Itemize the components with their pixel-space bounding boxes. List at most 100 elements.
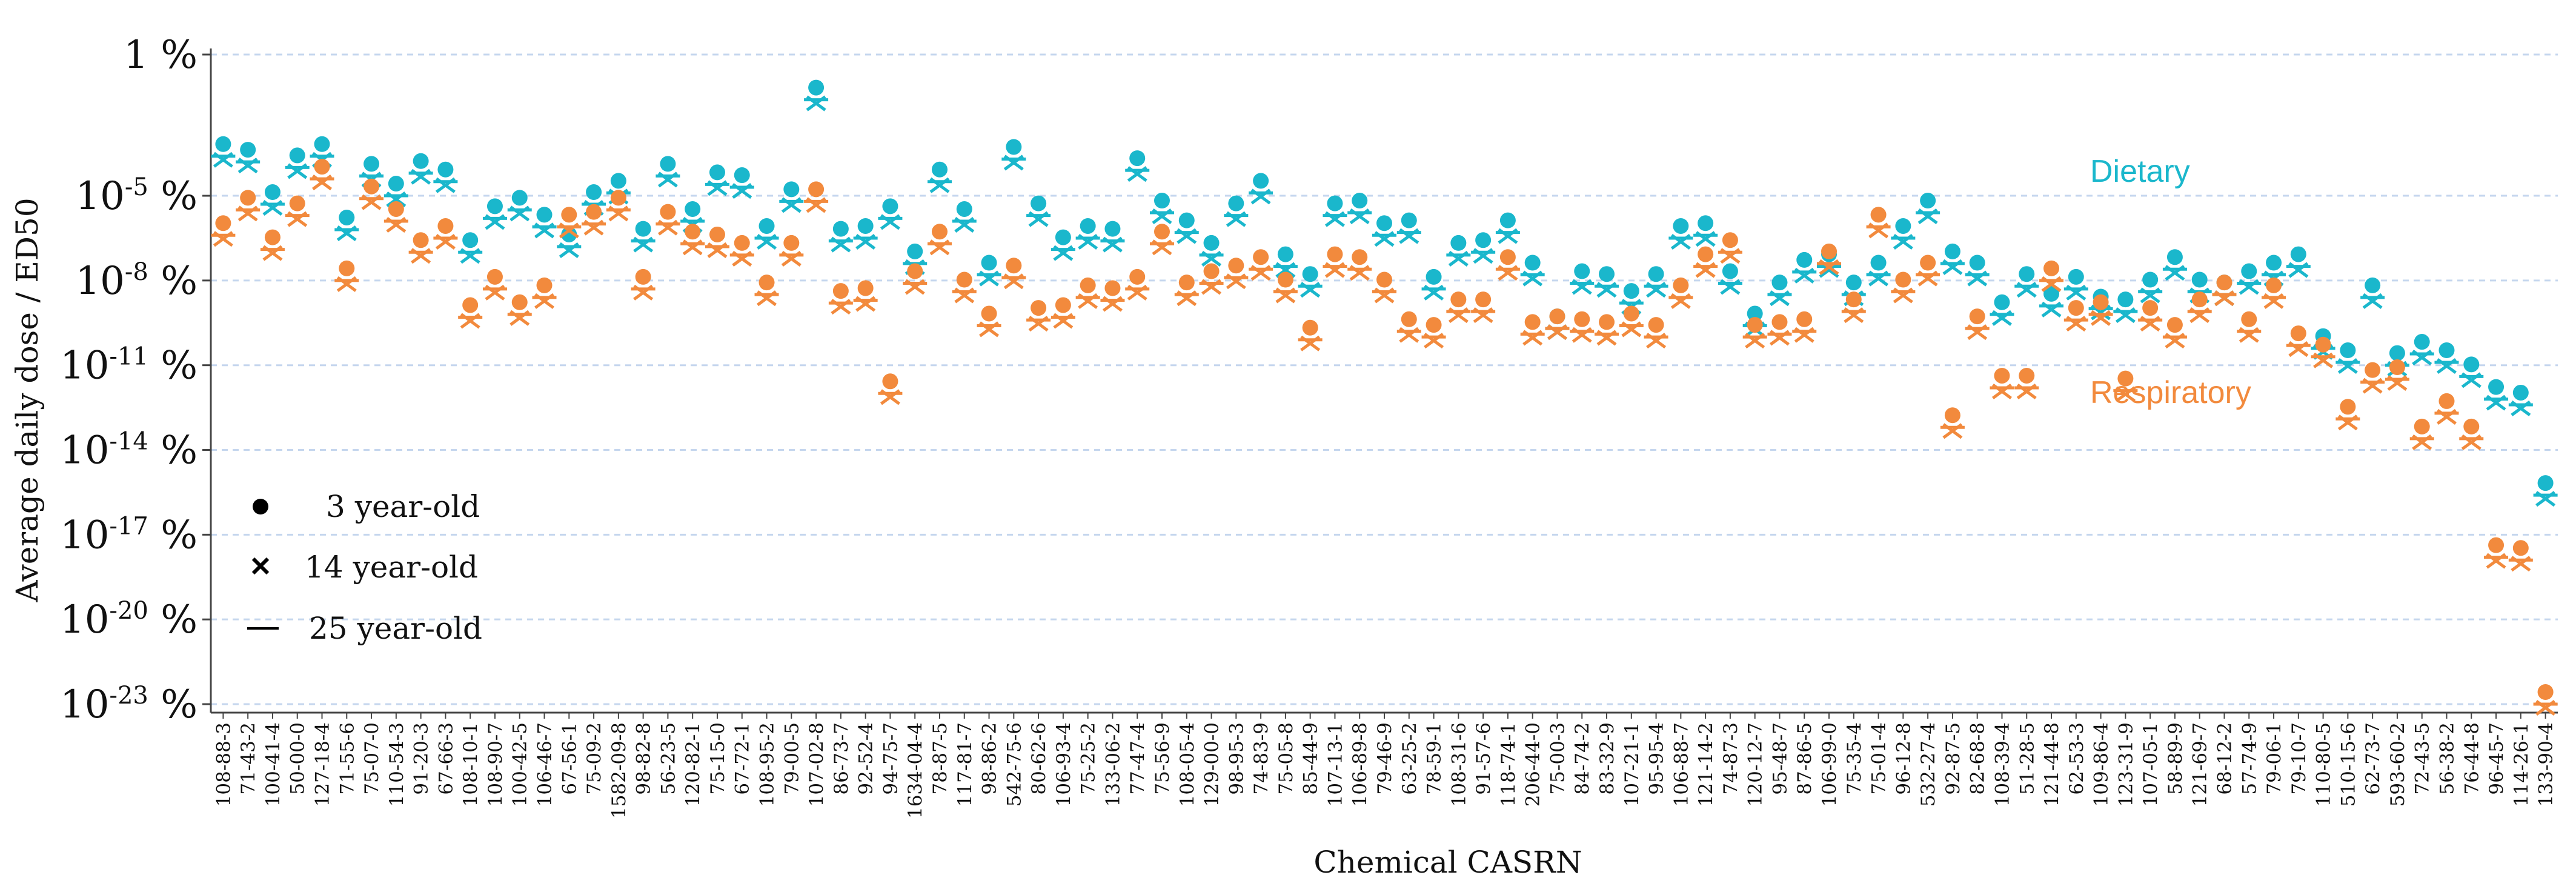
marker-3y-respiratory (610, 190, 626, 206)
point-dietary (557, 226, 582, 258)
marker-14y-dietary (2437, 358, 2457, 374)
point-dietary (1644, 266, 1668, 298)
point-respiratory (1990, 367, 2014, 399)
point-respiratory (1298, 319, 1323, 351)
marker-3y-respiratory (437, 218, 454, 234)
marker-3y-dietary (2340, 342, 2356, 359)
marker-14y-dietary (534, 222, 554, 239)
x-tick-label: 510-15-6 (2337, 722, 2359, 807)
x-tick-label: 94-75-7 (880, 722, 901, 795)
marker-14y-dietary (1522, 270, 1543, 287)
x-tick-label: 98-95-3 (1226, 722, 1247, 795)
marker-3y-respiratory (2043, 260, 2060, 276)
marker-14y-respiratory (1670, 293, 1691, 309)
marker-14y-respiratory (1547, 324, 1567, 341)
point-respiratory (2508, 540, 2533, 572)
marker-14y-dietary (2461, 372, 2481, 388)
x-tick-label: 57-74-9 (2239, 722, 2260, 795)
marker-14y-respiratory (1769, 330, 1790, 346)
x-tick-label: 106-99-0 (1819, 722, 1841, 807)
point-dietary (1668, 218, 1693, 250)
marker-14y-respiratory (312, 175, 332, 191)
marker-3y-respiratory (486, 268, 503, 285)
marker-14y-dietary (1053, 245, 1074, 261)
marker-3y-dietary (413, 153, 429, 169)
marker-3y-dietary (215, 136, 231, 152)
marker-14y-dietary (954, 216, 975, 233)
marker-3y-dietary (2043, 285, 2060, 302)
marker-14y-respiratory (2140, 316, 2160, 332)
point-respiratory (236, 190, 261, 222)
marker-14y-dietary (2511, 400, 2531, 416)
marker-3y-respiratory (709, 226, 725, 242)
marker-3y-respiratory (907, 263, 923, 279)
marker-14y-respiratory (806, 197, 826, 213)
marker-14y-dietary (1003, 155, 1024, 171)
x-tick-label: 82-68-8 (1967, 722, 1989, 795)
point-dietary (2113, 291, 2138, 324)
marker-3y-dietary (2365, 277, 2381, 293)
marker-3y-respiratory (1475, 291, 1492, 308)
x-tick-label: 75-05-8 (1275, 722, 1297, 795)
marker-3y-dietary (264, 184, 281, 201)
point-respiratory (458, 297, 483, 329)
marker-3y-dietary (1154, 193, 1170, 209)
marker-14y-respiratory (1102, 296, 1123, 312)
marker-3y-respiratory (2117, 370, 2134, 387)
x-axis-title: Chemical CASRN (1313, 845, 1582, 880)
marker-14y-respiratory (2288, 341, 2309, 358)
marker-14y-dietary (2140, 287, 2160, 304)
x-axis: 108-88-3 71-43-2 100-41-4 50-00-0 127-18-4 71… (211, 711, 2558, 819)
marker-14y-dietary (1893, 233, 1913, 250)
marker-14y-respiratory (287, 211, 308, 227)
point-dietary (383, 176, 408, 208)
y-axis: 1 % 10-5 % 10-8 % 10-11 % 10-14 % 10-17 % 10-2… (60, 33, 212, 727)
marker-3y-respiratory (363, 178, 380, 195)
marker-3y-respiratory (2488, 537, 2505, 553)
marker-3y-dietary (734, 167, 750, 184)
x-tick-label: 84-74-2 (1572, 722, 1593, 795)
marker-3y-dietary (808, 79, 825, 96)
marker-14y-respiratory (583, 219, 604, 236)
x-tick-label: 108-10-1 (460, 722, 482, 807)
marker-14y-dietary (435, 177, 456, 193)
point-respiratory (1595, 314, 1619, 346)
point-respiratory (606, 190, 631, 222)
marker-3y-respiratory (1722, 232, 1738, 248)
marker-3y-dietary (1302, 266, 1318, 282)
x-tick-label: 62-73-7 (2362, 722, 2384, 795)
marker-3y-respiratory (1845, 291, 1862, 308)
marker-14y-respiratory (1473, 307, 1493, 324)
x-tick-label: 114-26-1 (2511, 722, 2532, 807)
marker-3y-respiratory (462, 297, 479, 313)
marker-3y-respiratory (2241, 311, 2257, 327)
marker-3y-respiratory (339, 260, 355, 276)
marker-14y-dietary (1917, 208, 1938, 225)
point-respiratory (1891, 271, 1916, 304)
point-respiratory (383, 201, 408, 233)
marker-3y-dietary (1475, 232, 1492, 248)
point-dietary (828, 221, 853, 253)
marker-14y-respiratory (633, 284, 654, 301)
x-tick-label: 96-12-8 (1893, 722, 1914, 795)
marker-14y-dietary (1177, 228, 1197, 244)
marker-3y-dietary (388, 176, 404, 192)
marker-3y-respiratory (1228, 258, 1244, 274)
marker-3y-dietary (289, 147, 305, 164)
marker-3y-respiratory (2463, 418, 2480, 434)
point-respiratory (1545, 308, 1570, 341)
marker-14y-respiratory (2511, 556, 2531, 572)
marker-3y-dietary (437, 161, 454, 178)
point-dietary (211, 136, 236, 168)
point-respiratory (1051, 297, 1075, 329)
x-tick-label: 75-15-0 (707, 722, 729, 795)
point-respiratory (927, 224, 952, 256)
marker-14y-respiratory (2115, 386, 2136, 402)
marker-3y-dietary (1203, 235, 1220, 251)
marker-14y-dietary (1028, 211, 1049, 227)
marker-14y-respiratory (1967, 324, 1988, 341)
point-respiratory (828, 283, 853, 315)
point-respiratory (1718, 232, 1742, 264)
x-tick-label: 107-21-1 (1621, 722, 1643, 807)
marker-3y-dietary (1006, 139, 1022, 155)
